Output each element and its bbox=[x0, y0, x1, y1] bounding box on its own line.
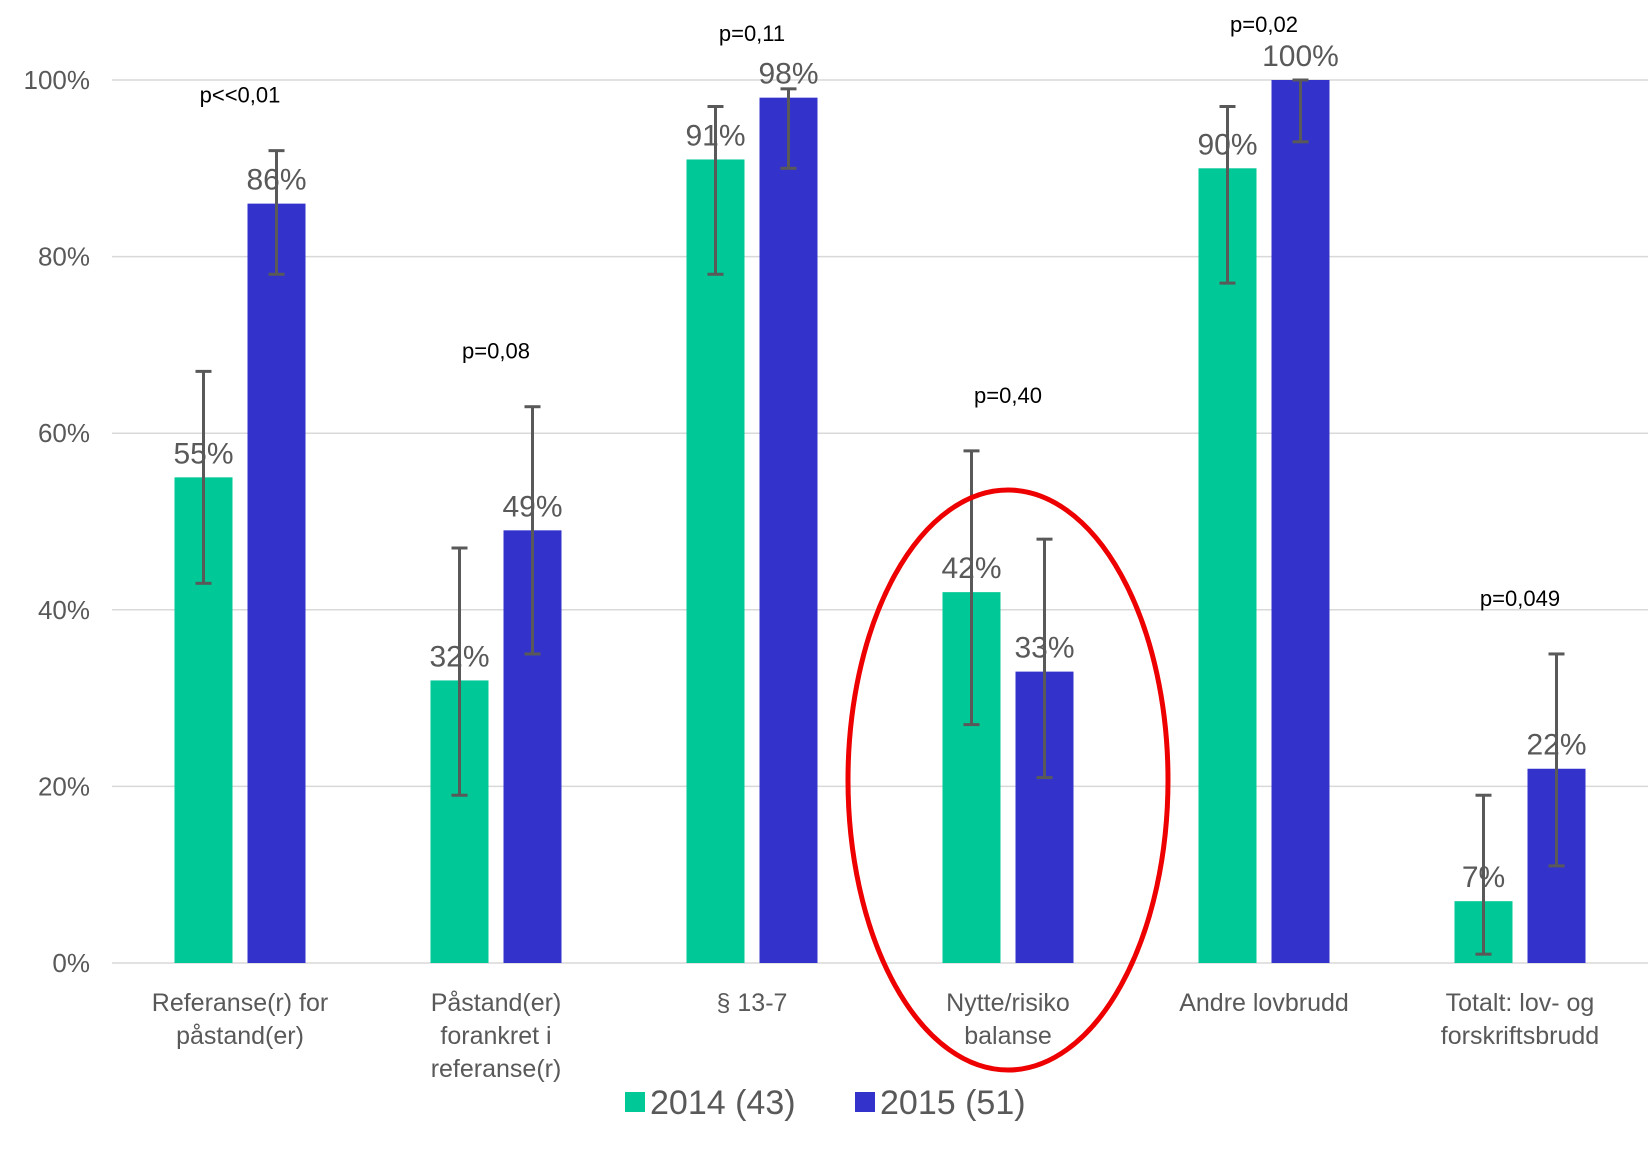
data-label: 55% bbox=[173, 437, 233, 470]
legend-swatch bbox=[855, 1092, 875, 1112]
y-tick-label: 60% bbox=[38, 418, 90, 448]
y-tick-label: 20% bbox=[38, 771, 90, 801]
highlight-ellipse bbox=[845, 487, 1171, 1073]
legend-label: 2015 (51) bbox=[880, 1084, 1026, 1122]
data-label: 91% bbox=[685, 119, 745, 152]
data-label: 33% bbox=[1014, 632, 1074, 665]
data-label: 86% bbox=[246, 164, 306, 197]
legend-swatch bbox=[625, 1092, 645, 1112]
p-value-label: p<<0,01 bbox=[200, 83, 281, 108]
y-tick-label: 40% bbox=[38, 595, 90, 625]
annotation-layer bbox=[845, 487, 1171, 1073]
x-category-label: Nytte/risiko balanse bbox=[946, 989, 1070, 1050]
bar bbox=[686, 159, 745, 964]
x-category-label: Andre lovbrudd bbox=[1179, 989, 1349, 1017]
p-value-label: p=0,40 bbox=[974, 383, 1042, 408]
x-category-label: § 13-7 bbox=[717, 989, 788, 1017]
grid-layer bbox=[112, 79, 1648, 964]
p-value-label: p=0,11 bbox=[719, 21, 785, 46]
legend: 2014 (43) 2015 (51) bbox=[625, 1084, 1026, 1122]
data-label: 22% bbox=[1526, 729, 1586, 762]
data-label: 49% bbox=[502, 490, 562, 523]
x-category-label: Påstand(er) forankret i referanse(r) bbox=[431, 989, 562, 1083]
p-value-label: p=0,02 bbox=[1230, 12, 1298, 37]
y-tick-label: 0% bbox=[52, 948, 90, 978]
error-bar-layer bbox=[195, 78, 1565, 956]
data-label: 100% bbox=[1262, 40, 1339, 73]
x-category-label: Totalt: lov- og forskriftsbrudd bbox=[1441, 989, 1599, 1050]
p-value-label: p=0,08 bbox=[462, 339, 530, 364]
data-label: 42% bbox=[941, 552, 1001, 585]
data-label: 32% bbox=[429, 640, 489, 673]
data-label: 7% bbox=[1462, 861, 1505, 894]
bar-layer bbox=[174, 80, 1586, 964]
x-category-label: Referanse(r) for påstand(er) bbox=[152, 989, 328, 1050]
data-label: 90% bbox=[1197, 128, 1257, 161]
y-tick-label: 80% bbox=[38, 242, 90, 272]
p-value-label: p=0,049 bbox=[1480, 586, 1560, 611]
label-layer: 0% 20% 40% 60% 80% 100% 55% 32% 91% 42% 90% 7% 86% 49… bbox=[24, 12, 1600, 1083]
data-label: 98% bbox=[758, 58, 818, 91]
bar bbox=[1198, 168, 1257, 964]
bar bbox=[247, 203, 306, 963]
y-tick-label: 100% bbox=[24, 65, 91, 95]
bar bbox=[1271, 80, 1330, 963]
bar bbox=[759, 97, 818, 963]
legend-label: 2014 (43) bbox=[650, 1084, 796, 1122]
